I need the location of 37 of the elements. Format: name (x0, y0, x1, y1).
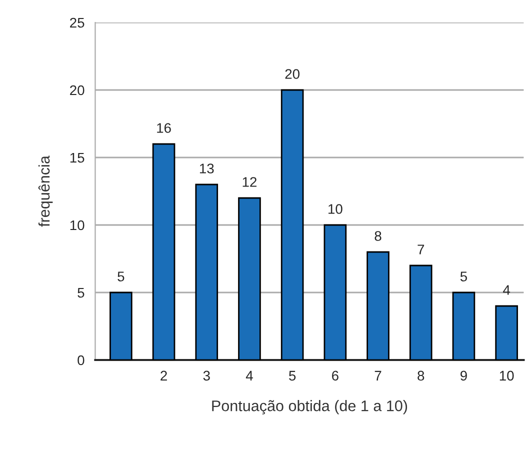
bar (409, 264, 432, 360)
bar (280, 89, 304, 360)
x-tick-label: 9 (460, 370, 467, 381)
x-tick-label: 8 (418, 370, 424, 381)
bar (152, 143, 176, 360)
data-label: 20 (285, 69, 300, 79)
x-tick-label: 3 (203, 370, 210, 381)
data-label: 12 (242, 177, 257, 187)
bar (452, 292, 476, 360)
data-label: 13 (200, 164, 214, 174)
data-label: 5 (118, 272, 124, 282)
data-label: 5 (460, 272, 467, 282)
x-tick-label: 10 (500, 370, 514, 381)
x-tick-label: 4 (246, 370, 253, 380)
y-axis-title: frequência (38, 156, 53, 227)
y-tick-label: 15 (70, 152, 84, 163)
bar (324, 224, 347, 360)
bar (366, 251, 390, 360)
x-tick-label: 7 (374, 370, 382, 380)
bar (195, 184, 218, 360)
y-tick-label: 20 (70, 85, 84, 96)
y-tick-label: 0 (78, 355, 84, 366)
bar (495, 305, 518, 360)
y-tick-label: 10 (70, 220, 84, 230)
x-tick-label: 6 (332, 370, 338, 381)
x-tick-label: 5 (289, 370, 296, 381)
data-label: 10 (328, 204, 342, 214)
data-label: 4 (503, 285, 510, 295)
x-axis-title: Pontuação obtida (de 1 a 10) (212, 400, 408, 414)
data-label: 16 (157, 123, 171, 133)
y-tick-label: 25 (70, 18, 84, 28)
x-tick-label: 2 (160, 370, 167, 380)
bar (238, 197, 261, 360)
bar (110, 292, 132, 360)
data-label: 7 (418, 244, 424, 254)
y-tick-label: 5 (78, 288, 84, 298)
data-label: 8 (374, 231, 382, 241)
